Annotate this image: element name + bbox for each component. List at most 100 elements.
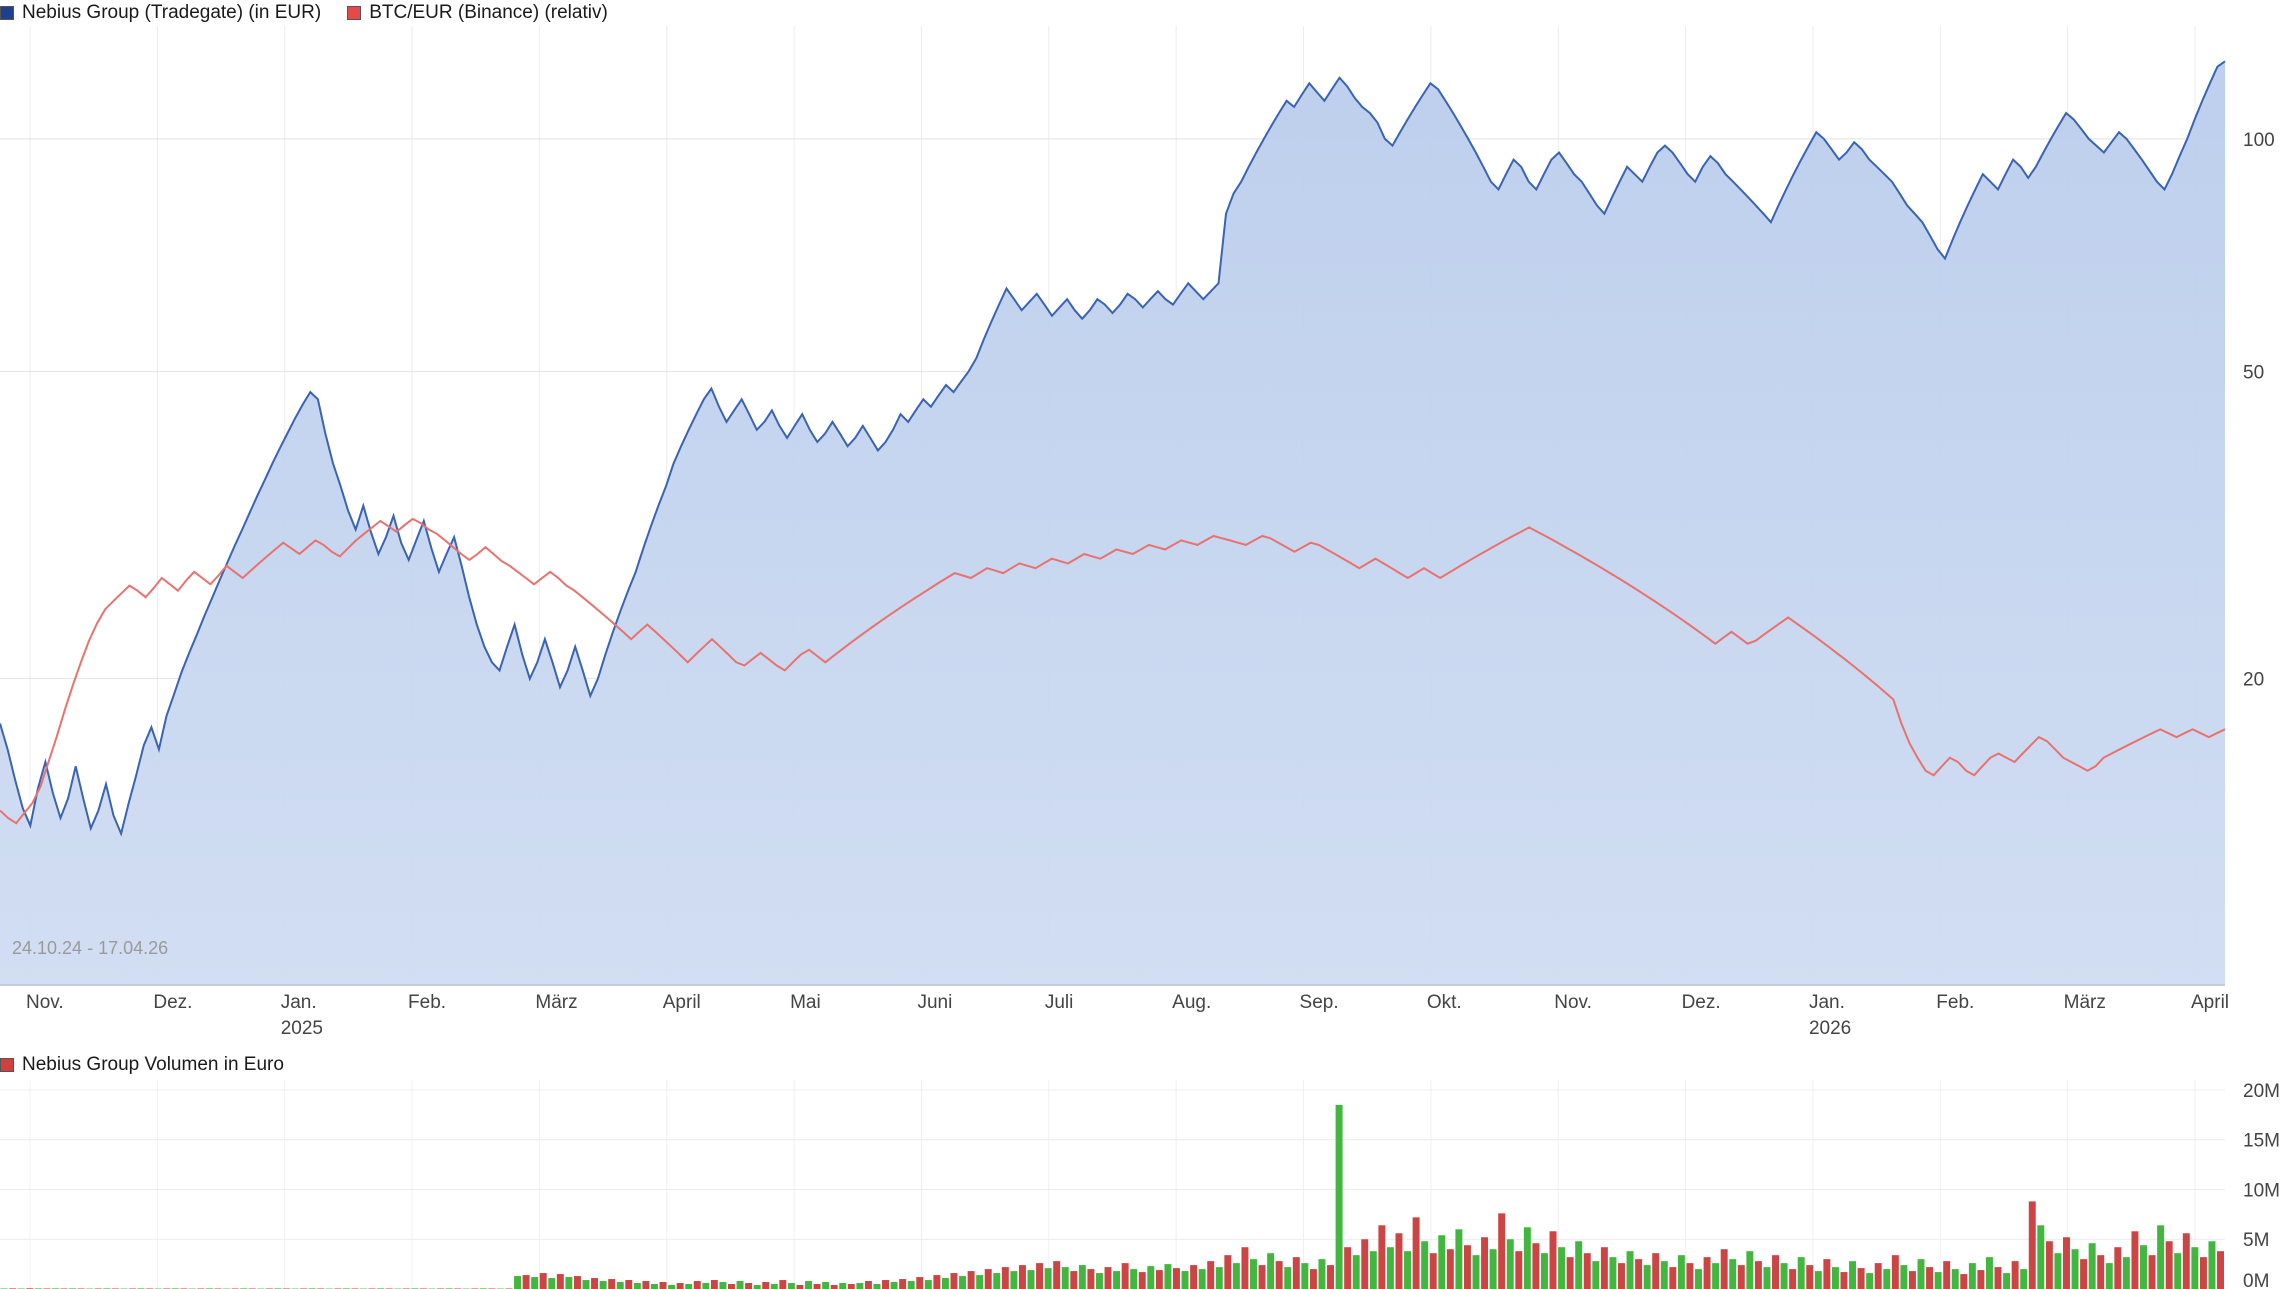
volume-bar	[1138, 1272, 1146, 1289]
legend-item-volume[interactable]: Nebius Group Volumen in Euro	[0, 1054, 284, 1076]
volume-bar	[1352, 1255, 1360, 1289]
volume-bar	[1789, 1269, 1797, 1289]
volume-bar	[1652, 1253, 1660, 1289]
x-tick-label: Dez.	[1682, 992, 1721, 1013]
y-tick-label: 50	[2243, 362, 2264, 383]
volume-bar	[2080, 1259, 2088, 1289]
volume-bar	[2097, 1255, 2105, 1289]
volume-bar	[2045, 1241, 2053, 1289]
volume-bar	[1712, 1263, 1720, 1289]
volume-bar	[522, 1275, 530, 1289]
volume-bar	[787, 1283, 795, 1289]
volume-bar	[616, 1282, 624, 1289]
volume-bars	[0, 1104, 2224, 1289]
volume-bar	[796, 1285, 804, 1289]
volume-bar	[839, 1283, 847, 1289]
x-tick-label: Juli	[1045, 992, 1074, 1013]
range-note: 24.10.24 - 17.04.26	[12, 938, 168, 958]
volume-bar	[1558, 1247, 1566, 1289]
volume-bar	[608, 1279, 616, 1289]
volume-bar	[2165, 1241, 2173, 1289]
volume-bar	[1207, 1261, 1215, 1289]
volume-bar	[1900, 1265, 1908, 1289]
volume-bar	[1335, 1104, 1343, 1289]
volume-bar	[1866, 1273, 1874, 1289]
volume-bar	[907, 1281, 915, 1289]
volume-chart[interactable]: 0M 5M 10M 15M 20M	[0, 1080, 2291, 1289]
volume-bar	[1095, 1273, 1103, 1289]
volume-bar	[1908, 1271, 1916, 1289]
volume-bar	[1780, 1263, 1788, 1289]
volume-bar	[882, 1280, 889, 1289]
y-tick-label: 20	[2243, 670, 2264, 691]
volume-bar	[2131, 1231, 2139, 1289]
volume-bar	[1215, 1267, 1223, 1289]
volume-bar	[864, 1281, 872, 1289]
x-tick-label: Okt.	[1427, 992, 1462, 1013]
volume-bar	[736, 1281, 744, 1289]
volume-bar	[1173, 1268, 1180, 1289]
volume-bar	[548, 1278, 556, 1289]
volume-bar	[1968, 1263, 1976, 1289]
x-tick-label: Jan.	[281, 992, 317, 1013]
volume-bar	[1053, 1261, 1061, 1289]
volume-bar	[2174, 1253, 2182, 1289]
series-line-nebius	[0, 60, 2226, 837]
volume-bar	[1190, 1265, 1198, 1289]
volume-bar	[642, 1281, 650, 1289]
volume-bar	[779, 1280, 787, 1289]
volume-bar	[873, 1284, 881, 1289]
volume-bar	[2037, 1225, 2045, 1289]
volume-bar	[702, 1283, 710, 1289]
volume-bar	[1703, 1257, 1711, 1289]
volume-bar	[582, 1280, 590, 1289]
volume-bar	[1121, 1263, 1129, 1289]
legend-item-nebius[interactable]: Nebius Group (Tradegate) (in EUR)	[0, 2, 321, 24]
x-tick-label: Juni	[917, 992, 952, 1013]
volume-bar	[565, 1277, 573, 1289]
legend-label-nebius: Nebius Group (Tradegate) (in EUR)	[22, 2, 322, 23]
volume-bar	[1635, 1259, 1643, 1289]
price-chart[interactable]: 20 50 100 24.10.24 - 17.04.26	[0, 26, 2291, 986]
volume-bar	[1113, 1271, 1121, 1289]
volume-bar	[1763, 1267, 1771, 1289]
volume-bar	[1404, 1251, 1412, 1289]
volume-bar	[1583, 1253, 1591, 1289]
volume-bar	[1001, 1267, 1009, 1289]
volume-bar	[1395, 1233, 1403, 1289]
volume-bar	[1181, 1271, 1189, 1289]
volume-bar	[1626, 1251, 1634, 1289]
volume-bar	[822, 1282, 830, 1289]
volume-bar	[1917, 1259, 1925, 1289]
volume-bar	[1292, 1257, 1300, 1289]
x-tick-label: Jan.	[1809, 992, 1845, 1013]
series-line-btceur	[0, 517, 2226, 825]
volume-bar	[539, 1273, 547, 1289]
volume-bar	[890, 1282, 898, 1289]
legend-item-btceur[interactable]: BTC/EUR (Binance) (relativ)	[347, 2, 608, 24]
volume-bar	[1515, 1251, 1523, 1289]
legend-label-volume: Nebius Group Volumen in Euro	[22, 1054, 284, 1075]
legend-swatch-volume	[0, 1058, 14, 1072]
volume-bar	[1746, 1251, 1754, 1289]
volume-bar	[2105, 1263, 2113, 1289]
volume-bar	[1549, 1231, 1557, 1289]
volume-bar	[685, 1284, 693, 1289]
volume-bar	[1446, 1249, 1454, 1289]
volume-y-tick-label: 10M	[2243, 1180, 2280, 1201]
volume-bar	[1532, 1243, 1540, 1289]
volume-bar	[2182, 1233, 2190, 1289]
volume-bar	[1318, 1259, 1326, 1289]
volume-bar	[1814, 1271, 1822, 1289]
x-tick-label: März	[2064, 992, 2106, 1013]
volume-bar	[1669, 1267, 1677, 1289]
volume-bar	[1386, 1247, 1394, 1289]
volume-bar	[1275, 1261, 1283, 1289]
legend-swatch-btceur	[347, 6, 362, 20]
volume-bar	[531, 1277, 539, 1289]
volume-bar	[1737, 1265, 1745, 1289]
volume-bar	[2003, 1273, 2011, 1289]
volume-bar	[753, 1285, 761, 1289]
volume-y-tick-label: 0M	[2243, 1271, 2269, 1289]
volume-bar	[591, 1278, 599, 1289]
